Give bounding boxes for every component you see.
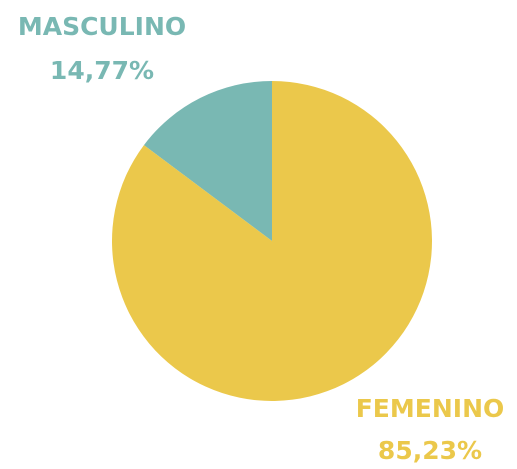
category-label: FEMENINO — [356, 394, 505, 423]
value-label: 14,77% — [50, 56, 154, 85]
pie-slice — [143, 81, 272, 241]
value-label: 85,23% — [378, 436, 482, 465]
pie-slice — [112, 81, 433, 401]
category-label: MASCULINO — [18, 12, 186, 41]
